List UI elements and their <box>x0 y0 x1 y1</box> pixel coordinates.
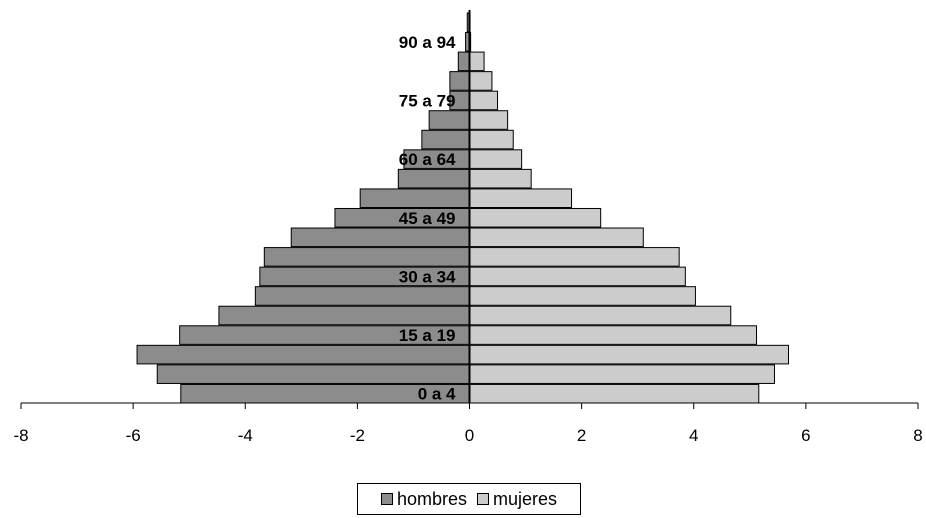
legend-swatch-mujeres <box>477 493 489 505</box>
bar-hombres-70-a-74 <box>428 110 471 130</box>
bar-mujeres-30-a-34 <box>469 266 686 287</box>
bar-mujeres-75-a-79 <box>469 90 499 111</box>
bar-mujeres-25-a-29 <box>469 286 696 306</box>
bar-mujeres-65-a-69 <box>469 129 514 150</box>
bar-mujeres-35-a-39 <box>469 247 680 267</box>
x-axis: -8 -6 -4 -2 0 2 4 6 8 <box>13 10 923 445</box>
legend-label-mujeres: mujeres <box>493 488 558 509</box>
bar-hombres-65-a-69 <box>421 129 470 150</box>
bar-hombres-55-a-59 <box>397 168 470 189</box>
x-tick-label: -2 <box>350 426 365 445</box>
x-tick-label: 0 <box>465 426 474 445</box>
bars-group <box>136 12 789 404</box>
category-label: 75 a 79 <box>399 91 456 110</box>
category-label: 15 a 19 <box>399 326 456 345</box>
legend-entry-hombres: hombres <box>380 488 467 510</box>
category-label: 90 a 94 <box>399 33 456 52</box>
bar-hombres-20-a-24 <box>218 305 470 326</box>
x-tick-label: -6 <box>126 426 141 445</box>
bar-mujeres-70-a-74 <box>469 110 509 130</box>
category-labels: 0 a 4 15 a 19 30 a 34 45 a 49 60 a 64 75 a 79… <box>399 33 456 404</box>
bar-mujeres-40-a-44 <box>469 227 644 248</box>
x-tick-label: -4 <box>238 426 253 445</box>
bar-hombres-35-a-39 <box>263 247 470 267</box>
bar-mujeres-60-a-64 <box>469 149 523 169</box>
category-label: 0 a 4 <box>418 385 456 404</box>
x-tick-label: 6 <box>801 426 810 445</box>
legend-swatch-hombres <box>380 493 393 505</box>
bar-mujeres-55-a-59 <box>469 168 532 189</box>
bar-hombres-50-a-54 <box>359 188 471 209</box>
bar-hombres-80-a-84 <box>449 71 470 91</box>
legend-entry-mujeres: mujeres <box>477 489 557 510</box>
bar-mujeres-45-a-49 <box>469 207 602 228</box>
bar-hombres-5-a-9 <box>156 364 470 384</box>
bar-mujeres-10-a-14 <box>469 344 789 365</box>
legend: hombres mujeres <box>357 483 581 515</box>
bar-hombres-85-a-89 <box>457 51 471 72</box>
bar-mujeres-0-a-4 <box>469 383 760 404</box>
legend-label-hombres: hombres <box>396 488 467 509</box>
category-label: 60 a 64 <box>399 150 456 169</box>
population-pyramid-chart: -8 -6 -4 -2 0 2 4 6 8 0 a 4 15 a 19 30 a 34 45 a 49… <box>13 10 923 445</box>
bar-mujeres-15-a-19 <box>469 325 758 345</box>
bar-hombres-10-a-14 <box>136 344 470 365</box>
bar-hombres-40-a-44 <box>290 227 470 248</box>
x-tick-label: 8 <box>913 426 922 445</box>
x-tick-label: 2 <box>577 426 586 445</box>
bar-mujeres-5-a-9 <box>469 364 775 384</box>
x-tick-label: 4 <box>689 426 698 445</box>
bar-hombres-25-a-29 <box>254 286 470 306</box>
category-label: 30 a 34 <box>399 267 456 286</box>
category-label: 45 a 49 <box>399 209 456 228</box>
bar-mujeres-85-a-89 <box>469 51 485 72</box>
bar-mujeres-50-a-54 <box>469 188 573 209</box>
bar-mujeres-20-a-24 <box>469 305 732 326</box>
bar-mujeres-80-a-84 <box>469 71 493 91</box>
x-tick-label: -8 <box>13 426 28 445</box>
